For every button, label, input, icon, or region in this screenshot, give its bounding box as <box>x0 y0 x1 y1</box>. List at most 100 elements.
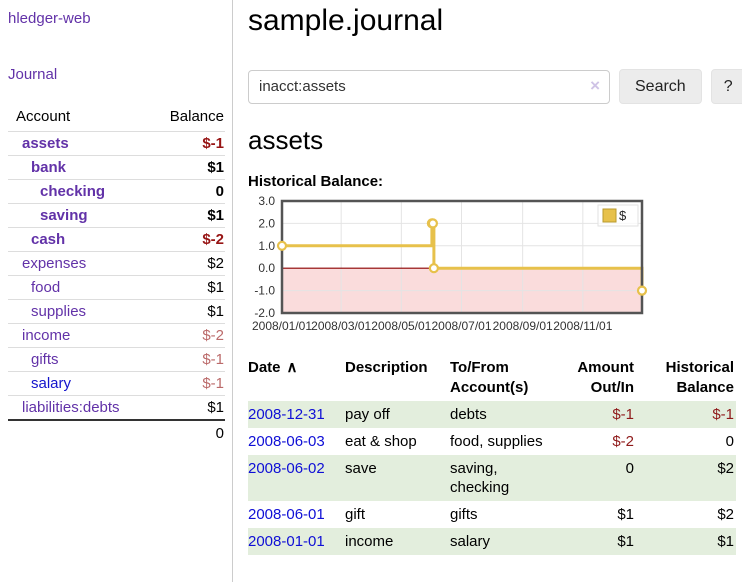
chart-title: Historical Balance: <box>248 173 384 190</box>
account-row: expenses $2 <box>8 251 225 276</box>
transaction-balance: $-1 <box>712 406 734 423</box>
register-table: Date ∧ Description To/From Account(s) Amo… <box>248 355 736 555</box>
account-row: salary $-1 <box>8 371 225 396</box>
accounts-col-balance: Balance <box>146 104 225 132</box>
accounts-tbody: assets $-1 bank $1 checking 0 saving $1 cash $-2 e… <box>8 131 225 421</box>
transaction-amount: $-2 <box>612 433 634 450</box>
account-link[interactable]: income <box>22 327 71 344</box>
account-balance: $1 <box>146 155 225 180</box>
transaction-row: 2008-06-02 save saving, checking 0 $2 <box>248 455 736 501</box>
clear-search-icon[interactable]: × <box>590 75 600 95</box>
search-button[interactable]: Search <box>619 69 702 104</box>
legend-label: $ <box>619 208 627 223</box>
account-balance: $1 <box>146 203 225 228</box>
account-balance: $2 <box>146 251 225 276</box>
transaction-description: pay off <box>345 406 390 423</box>
x-tick-label: 2008/07/01 <box>431 319 491 333</box>
account-link[interactable]: bank <box>31 159 67 176</box>
account-row: food $1 <box>8 275 225 300</box>
register-col-date[interactable]: Date ∧ <box>248 359 298 376</box>
x-tick-label: 2008/05/01 <box>371 319 431 333</box>
transaction-tofrom: gifts <box>450 506 478 523</box>
account-link[interactable]: liabilities:debts <box>22 399 120 416</box>
accounts-total-row: 0 <box>8 419 225 446</box>
account-link[interactable]: gifts <box>31 351 59 368</box>
account-balance: $-1 <box>146 347 225 372</box>
data-point-marker <box>276 240 288 251</box>
account-link[interactable]: cash <box>31 231 66 248</box>
account-link[interactable]: salary <box>31 375 72 392</box>
transaction-date-link[interactable]: 2008-01-01 <box>248 533 325 550</box>
account-row: cash $-2 <box>8 227 225 252</box>
transaction-description: eat & shop <box>345 433 417 450</box>
y-tick-label: -1.0 <box>254 284 275 298</box>
brand-link[interactable]: hledger-web <box>8 10 91 27</box>
sort-ascending-icon: ∧ <box>286 359 298 376</box>
account-balance: 0 <box>146 179 225 204</box>
chart-container: 3.0 2.0 1.0 0.0 -1.0 -2.0 2008/01/01 2008/03/01… <box>248 193 718 343</box>
plot-border <box>280 199 644 315</box>
account-balance: $-2 <box>146 227 225 252</box>
account-link[interactable]: supplies <box>31 303 87 320</box>
search-bar: × Search ? <box>248 69 742 104</box>
transaction-date-link[interactable]: 2008-12-31 <box>248 406 325 423</box>
y-tick-label: 3.0 <box>258 194 275 208</box>
account-row: bank $1 <box>8 155 225 180</box>
y-tick-label: 0.0 <box>258 261 275 275</box>
data-point-marker <box>427 218 439 229</box>
account-row: supplies $1 <box>8 299 225 324</box>
sidebar-item-journal[interactable]: Journal <box>8 66 58 83</box>
data-point-marker <box>636 285 648 296</box>
search-box: × <box>248 69 610 104</box>
accounts-header-row: Account Balance <box>8 104 225 132</box>
page-title: sample.journal <box>248 4 444 37</box>
help-button[interactable]: ? <box>710 69 742 104</box>
transaction-description: gift <box>345 506 366 523</box>
account-balance: $1 <box>146 395 225 421</box>
transaction-date-link[interactable]: 2008-06-01 <box>248 506 325 523</box>
x-tick-label: 2008/09/01 <box>493 319 553 333</box>
register-col-description: Description <box>345 359 428 376</box>
account-link[interactable]: checking <box>40 183 106 200</box>
y-tick-label: 2.0 <box>258 216 275 230</box>
x-tick-label: 2008/03/01 <box>311 319 371 333</box>
account-balance: $-1 <box>146 371 225 396</box>
register-header-row: Date ∧ Description To/From Account(s) Amo… <box>248 355 736 401</box>
accounts-col-account: Account <box>8 104 147 132</box>
transaction-description: save <box>345 460 377 477</box>
transaction-balance: 0 <box>725 433 734 450</box>
sidebar: hledger-web Journal Account Balance asse… <box>0 0 233 582</box>
account-balance: $1 <box>146 299 225 324</box>
transaction-balance: $2 <box>717 460 734 477</box>
account-link[interactable]: saving <box>40 207 88 224</box>
register-col-amount: Amount Out/In <box>577 359 634 396</box>
transaction-row: 2008-01-01 income salary $1 $1 <box>248 528 736 555</box>
account-balance: $1 <box>146 275 225 300</box>
account-link[interactable]: assets <box>22 135 69 152</box>
transaction-date-link[interactable]: 2008-06-03 <box>248 433 325 450</box>
main-content: sample.journal × Search ? assets Histori… <box>233 0 742 582</box>
transaction-date-link[interactable]: 2008-06-02 <box>248 460 325 477</box>
legend-swatch <box>602 208 617 223</box>
account-link[interactable]: expenses <box>22 255 87 272</box>
transaction-description: income <box>345 533 394 550</box>
accounts-table: Account Balance assets $-1 bank $1 checking 0… <box>8 104 225 446</box>
transaction-balance: $2 <box>717 506 734 523</box>
transaction-tofrom: food, supplies <box>450 433 543 450</box>
account-row: gifts $-1 <box>8 347 225 372</box>
y-tick-label: 1.0 <box>258 239 275 253</box>
transaction-row: 2008-12-31 pay off debts $-1 $-1 <box>248 401 736 428</box>
transaction-tofrom: saving, checking <box>450 460 510 496</box>
account-link[interactable]: food <box>31 279 61 296</box>
transaction-balance: $1 <box>717 533 734 550</box>
account-row: liabilities:debts $1 <box>8 395 225 421</box>
account-balance: $-2 <box>146 323 225 348</box>
account-balance: $-1 <box>146 131 225 156</box>
transaction-row: 2008-06-01 gift gifts $1 $2 <box>248 501 736 528</box>
search-input[interactable] <box>248 69 610 104</box>
account-row: income $-2 <box>8 323 225 348</box>
register-tbody: 2008-12-31 pay off debts $-1 $-1 2008-06-03 ea… <box>248 401 736 555</box>
account-row: checking 0 <box>8 179 225 204</box>
data-point-marker <box>428 263 439 274</box>
